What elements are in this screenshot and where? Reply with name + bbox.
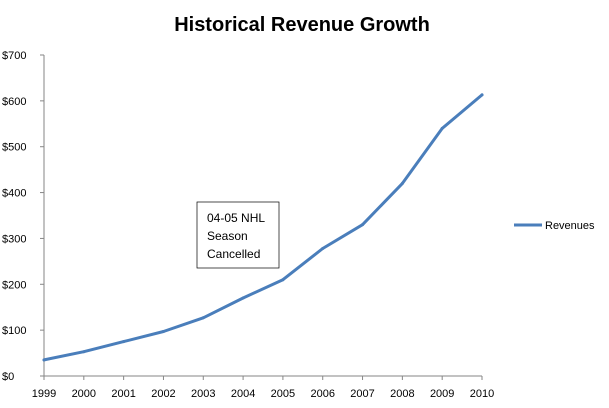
data-point	[82, 350, 86, 354]
y-tick-label: $0	[2, 371, 14, 383]
annotation-line: 04-05 NHL	[207, 211, 265, 225]
data-point	[361, 223, 365, 227]
y-tick-label: $100	[2, 325, 26, 337]
x-tick-label: 2002	[151, 388, 175, 400]
y-tick-label: $600	[2, 96, 26, 108]
legend-label: Revenues	[545, 220, 595, 232]
y-tick-label: $500	[2, 142, 26, 154]
annotation-line: Season	[207, 229, 248, 243]
x-tick-label: 2003	[191, 388, 215, 400]
series-group	[42, 93, 484, 362]
y-tick-label: $200	[2, 279, 26, 291]
chart-title: Historical Revenue Growth	[174, 14, 430, 36]
y-tick-label: $300	[2, 233, 26, 245]
x-tick-label: 2001	[111, 388, 135, 400]
data-point	[281, 278, 285, 282]
x-tick-label: 2010	[470, 388, 494, 400]
chart-axes	[43, 55, 482, 377]
x-tick-label: 2006	[310, 388, 334, 400]
x-tick-label: 2000	[72, 388, 96, 400]
annotation-box: 04-05 NHL Season Cancelled	[196, 201, 280, 269]
data-point	[122, 340, 126, 344]
data-point	[161, 330, 165, 334]
data-point	[201, 316, 205, 320]
x-tick-label: 2008	[390, 388, 414, 400]
annotation-line: Cancelled	[207, 247, 260, 261]
x-tick-label: 2007	[350, 388, 374, 400]
x-tick-label: 2004	[231, 388, 255, 400]
annotation-frame	[196, 201, 280, 269]
y-axis-ticks: $0 $100 $200 $300 $400 $500 $600 $700	[2, 50, 44, 383]
data-point	[241, 296, 245, 300]
x-tick-label: 2009	[430, 388, 454, 400]
y-tick-label: $400	[2, 188, 26, 200]
series-line-revenues	[42, 93, 484, 362]
legend: Revenues	[514, 220, 595, 232]
data-point	[400, 181, 404, 185]
data-point	[440, 126, 444, 130]
data-point	[480, 93, 484, 97]
x-axis-ticks: 1999 2000 2001 2002 2003 2004 2005 2006 2007 2008…	[32, 376, 494, 400]
y-tick-label: $700	[2, 50, 26, 62]
x-tick-label: 1999	[32, 388, 56, 400]
data-point	[42, 358, 46, 362]
x-tick-label: 2005	[271, 388, 295, 400]
data-point	[321, 247, 325, 251]
